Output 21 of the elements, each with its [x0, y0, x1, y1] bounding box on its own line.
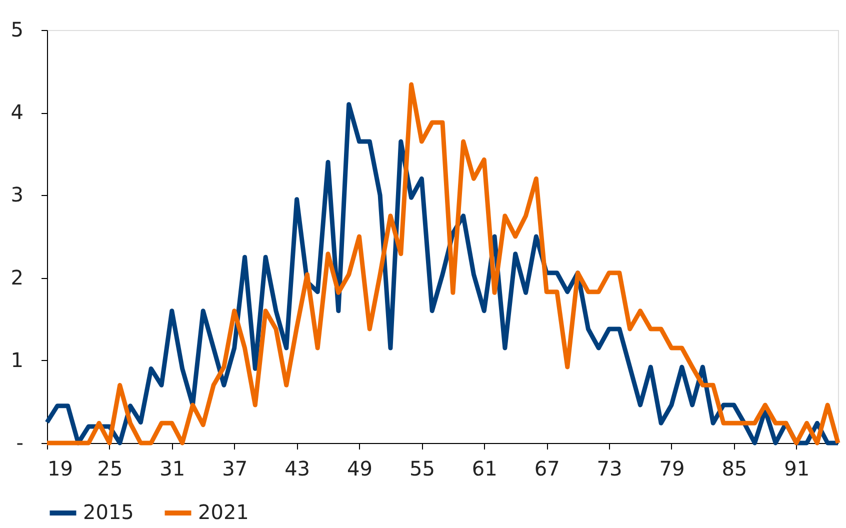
x-tick-label: 55: [409, 456, 435, 480]
x-tick-label: 91: [784, 456, 810, 480]
x-tick-label: 43: [284, 456, 310, 480]
x-tick-label: 73: [596, 456, 622, 480]
x-tick-label: 25: [97, 456, 123, 480]
legend-label: 2015: [83, 500, 134, 524]
x-tick-label: 49: [347, 456, 372, 480]
y-tick-label: 1: [10, 348, 24, 372]
x-tick-label: 61: [472, 456, 498, 480]
x-tick-label: 31: [160, 456, 186, 480]
legend-label: 2021: [198, 500, 249, 524]
x-tick-label: 37: [222, 456, 248, 480]
y-tick-label: 3: [10, 182, 24, 207]
x-tick-label: 85: [722, 456, 748, 480]
x-tick-label: 79: [659, 456, 685, 480]
y-tick-label: 4: [10, 100, 24, 124]
x-tick-label: 67: [534, 456, 560, 480]
y-tick-label: -: [16, 430, 24, 454]
y-tick-label: 5: [10, 18, 24, 42]
x-tick-label: 19: [48, 456, 73, 480]
y-tick-label: 2: [10, 265, 24, 290]
